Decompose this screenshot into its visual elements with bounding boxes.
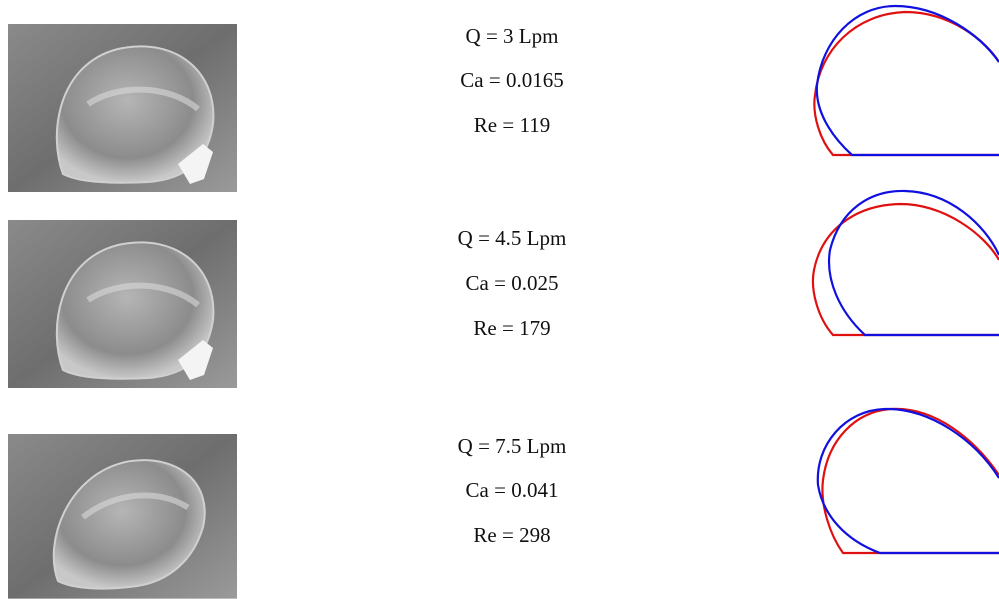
flow-rate: Q = 3 Lpm: [466, 24, 559, 48]
capillary-number: Ca = 0.025: [466, 271, 559, 295]
profile-comparison: [814, 6, 999, 155]
capillary-number: Ca = 0.041: [466, 478, 559, 502]
droplet-photo: [8, 220, 237, 388]
capillary-number: Ca = 0.0165: [460, 68, 563, 92]
flow-rate: Q = 4.5 Lpm: [458, 226, 567, 250]
flow-rate: Q = 7.5 Lpm: [458, 434, 567, 458]
droplet-photo: [8, 434, 237, 599]
droplet-photo: [8, 24, 237, 192]
figure: Q = 3 Lpm Ca = 0.0165 Re = 119 Q = 4.5 L…: [0, 0, 999, 599]
profile-comparison: [818, 409, 999, 553]
reynolds-number: Re = 119: [474, 113, 550, 137]
reynolds-number: Re = 179: [473, 316, 550, 340]
profile-comparison: [813, 191, 999, 335]
reynolds-number: Re = 298: [473, 523, 550, 547]
